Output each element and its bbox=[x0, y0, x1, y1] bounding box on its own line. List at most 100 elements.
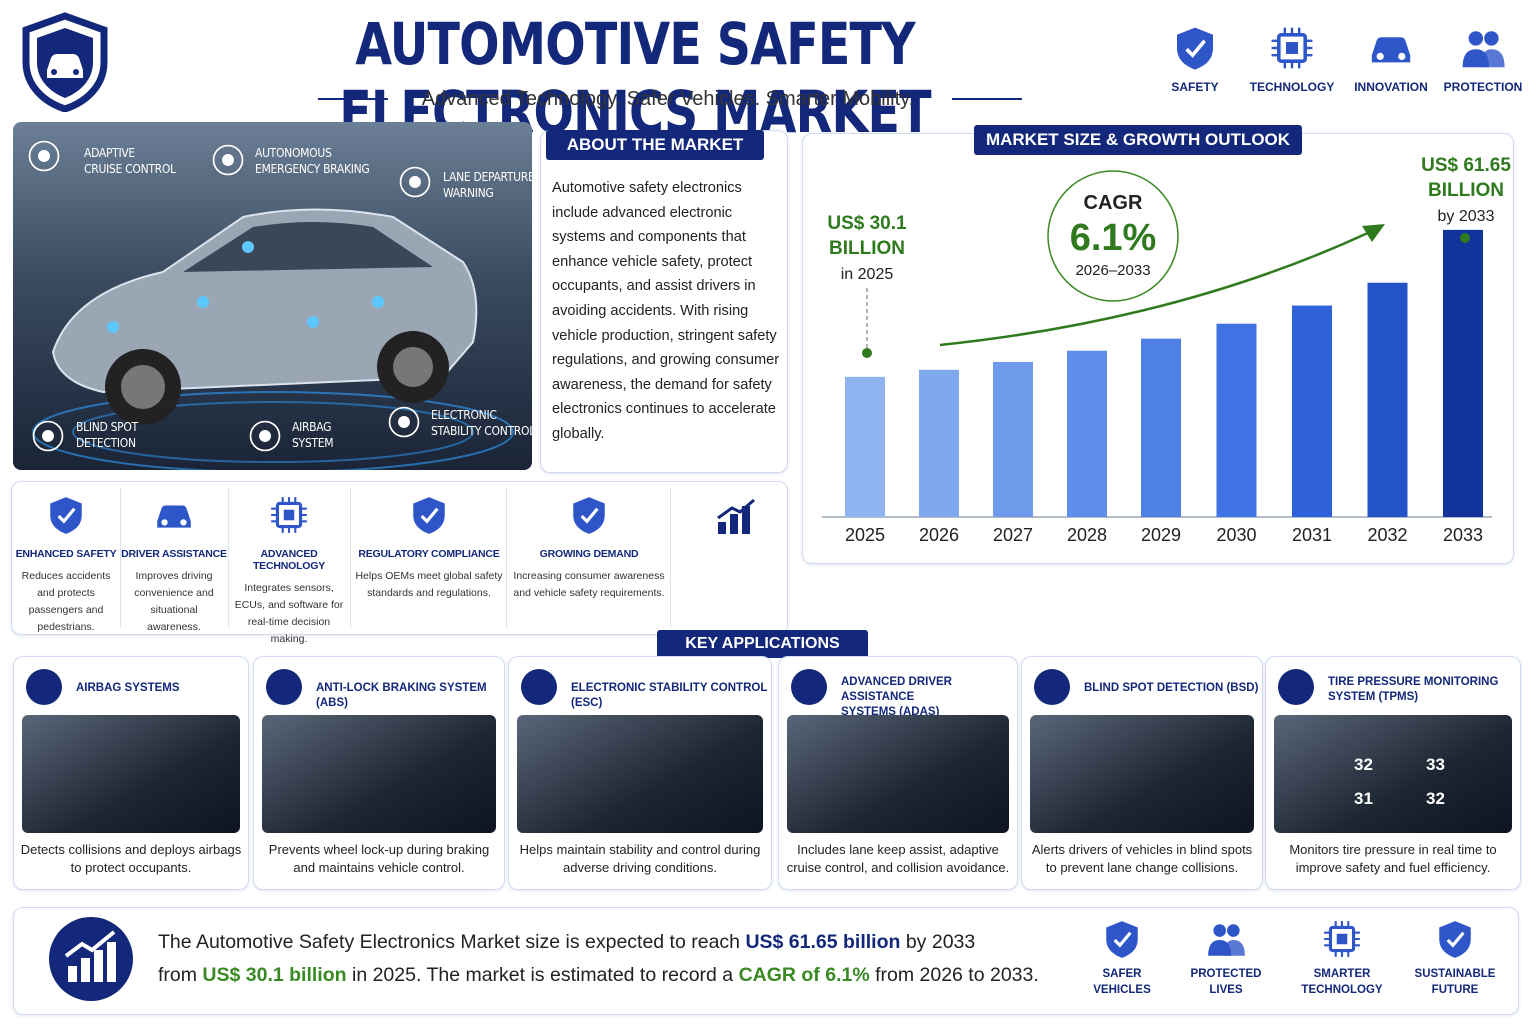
bar bbox=[1216, 323, 1257, 517]
footer-line: The Automotive Safety Electronics Market… bbox=[158, 926, 1078, 959]
icon bbox=[1439, 921, 1471, 958]
badge-line: LIVES bbox=[1209, 984, 1243, 996]
icon bbox=[1271, 27, 1313, 69]
hero-label: LANE DEPARTURE WARNING bbox=[443, 169, 535, 201]
icon bbox=[157, 505, 191, 528]
application-title-line: ELECTRONIC STABILITY CONTROL (ESC) bbox=[571, 682, 768, 709]
arrow-head bbox=[1362, 224, 1385, 242]
cagr-period: 2026–2033 bbox=[1075, 262, 1150, 279]
application-image: 32 33 31 32 bbox=[1274, 715, 1512, 833]
application-icon bbox=[1278, 669, 1314, 705]
hero-label-line: LANE DEPARTURE bbox=[443, 170, 535, 184]
bar bbox=[1141, 338, 1181, 517]
icon bbox=[32, 420, 64, 452]
icon bbox=[1462, 31, 1505, 68]
application-image bbox=[262, 715, 496, 833]
icon bbox=[249, 420, 281, 452]
badge-line: TECHNOLOGY bbox=[1301, 984, 1383, 996]
feature-title: REGULATORY COMPLIANCE bbox=[358, 548, 500, 560]
start-label: BILLION bbox=[829, 238, 905, 259]
footer-segment: from bbox=[158, 964, 203, 986]
start-label: in 2025 bbox=[841, 266, 894, 283]
hero-label-line: ELECTRONIC bbox=[431, 408, 497, 422]
applications-title: KEY APPLICATIONS bbox=[657, 630, 868, 658]
features-panel bbox=[11, 481, 788, 635]
hero-label: ADAPTIVE CRUISE CONTROL bbox=[84, 145, 176, 177]
application-text: Includes lane keep assist, adaptive crui… bbox=[786, 842, 1010, 875]
bar bbox=[1367, 282, 1408, 517]
x-tick-label: 2032 bbox=[1367, 525, 1407, 545]
hero-label-line: AUTONOMOUS bbox=[255, 146, 332, 160]
badge-line: PROTECTED bbox=[1190, 968, 1262, 980]
feature-title: GROWING DEMAND bbox=[539, 548, 639, 560]
application-title: ADVANCED DRIVER ASSISTANCE SYSTEMS (ADAS) bbox=[841, 675, 1017, 720]
header-icon-label: SAFETY bbox=[1171, 80, 1219, 94]
tpms-reading: 31 bbox=[1354, 789, 1373, 808]
application-title-line: SYSTEM (TPMS) bbox=[1328, 691, 1419, 703]
badge-line: SMARTER bbox=[1313, 968, 1371, 980]
feature-text: Reduces accidents and protects passenger… bbox=[21, 570, 111, 633]
feature-text: Improves driving convenience and situati… bbox=[134, 570, 214, 633]
footer-text: The Automotive Safety Electronics Market… bbox=[158, 926, 1078, 992]
cagr-value: 6.1% bbox=[1070, 217, 1157, 259]
icon bbox=[1371, 37, 1411, 63]
application-text: Prevents wheel lock-up during braking an… bbox=[268, 842, 490, 875]
footer-segment: US$ 61.65 billion bbox=[745, 931, 901, 953]
application-title: TIRE PRESSURE MONITORING SYSTEM (TPMS) bbox=[1328, 675, 1498, 705]
footer-badge: SAFER VEHICLES bbox=[1077, 918, 1167, 998]
hero-label: ELECTRONIC STABILITY CONTROL bbox=[431, 407, 535, 439]
footer-segment: from 2026 to 2033. bbox=[869, 964, 1039, 986]
hero-label: AUTONOMOUS EMERGENCY BRAKING bbox=[255, 145, 370, 177]
growth-arrow bbox=[939, 230, 1371, 347]
feature-card: GROWING DEMAND Increasing consumer awaren… bbox=[508, 488, 671, 628]
about-title: ABOUT THE MARKET bbox=[546, 130, 764, 160]
application-title: BLIND SPOT DETECTION (BSD) bbox=[1084, 681, 1258, 696]
application-title: ANTI-LOCK BRAKING SYSTEM (ABS) bbox=[316, 681, 504, 711]
bar bbox=[993, 361, 1033, 517]
x-tick-label: 2029 bbox=[1141, 525, 1181, 545]
feature-card: ENHANCED SAFETY Reduces accidents and pro… bbox=[12, 488, 121, 633]
logo-shield bbox=[22, 12, 108, 112]
bar bbox=[1443, 229, 1483, 517]
tpms-reading: 33 bbox=[1426, 755, 1445, 774]
application-card: ANTI-LOCK BRAKING SYSTEM (ABS) Prevents w… bbox=[253, 656, 505, 890]
cagr-label: CAGR bbox=[1084, 192, 1143, 214]
hero-label-line: BLIND SPOT bbox=[76, 420, 138, 434]
application-card: ELECTRONIC STABILITY CONTROL (ESC) Helps … bbox=[508, 656, 772, 890]
x-tick-label: 2033 bbox=[1443, 525, 1483, 545]
bar bbox=[919, 369, 959, 517]
icon bbox=[1177, 27, 1213, 70]
application-text: Monitors tire pressure in real time to i… bbox=[1289, 842, 1497, 875]
footer-icon bbox=[49, 917, 133, 1001]
badge-line: SAFER bbox=[1102, 968, 1142, 980]
icon bbox=[212, 144, 244, 176]
icon bbox=[1324, 921, 1360, 957]
cagr-circle bbox=[1047, 170, 1179, 302]
application-icon bbox=[26, 669, 62, 705]
hero-label-line: CRUISE CONTROL bbox=[84, 162, 176, 176]
start-label: US$ 30.1 bbox=[827, 213, 907, 234]
footer-segment: US$ 30.1 billion bbox=[202, 964, 347, 986]
x-tick-label: 2025 bbox=[845, 525, 885, 545]
icon bbox=[1208, 924, 1245, 956]
footer-panel bbox=[13, 907, 1519, 1015]
tpms-reading: 32 bbox=[1426, 789, 1445, 808]
tpms-reading: 32 bbox=[1354, 755, 1373, 774]
x-tick-label: 2028 bbox=[1067, 525, 1107, 545]
application-card: AIRBAG SYSTEMS Detects collisions and dep… bbox=[13, 656, 249, 890]
x-tick-label: 2031 bbox=[1292, 525, 1332, 545]
application-card: BLIND SPOT DETECTION (BSD) Alerts drivers… bbox=[1021, 656, 1263, 890]
end-label: BILLION bbox=[1428, 180, 1504, 201]
footer-badge: PROTECTED LIVES bbox=[1181, 918, 1271, 998]
badge-line: VEHICLES bbox=[1093, 984, 1151, 996]
application-title: AIRBAG SYSTEMS bbox=[76, 681, 180, 696]
hero-image bbox=[13, 122, 532, 470]
icon bbox=[1106, 921, 1138, 958]
feature-title: ADVANCED TECHNOLOGY bbox=[252, 548, 326, 572]
hero-label-line: ADAPTIVE bbox=[84, 146, 135, 160]
icon bbox=[50, 497, 82, 534]
feature-card: ADVANCED TECHNOLOGY Integrates sensors, E… bbox=[228, 488, 351, 645]
leader-dot bbox=[1460, 233, 1470, 243]
feature-title: DRIVER ASSISTANCE bbox=[121, 548, 227, 560]
application-title-line: TIRE PRESSURE MONITORING bbox=[1328, 676, 1499, 688]
